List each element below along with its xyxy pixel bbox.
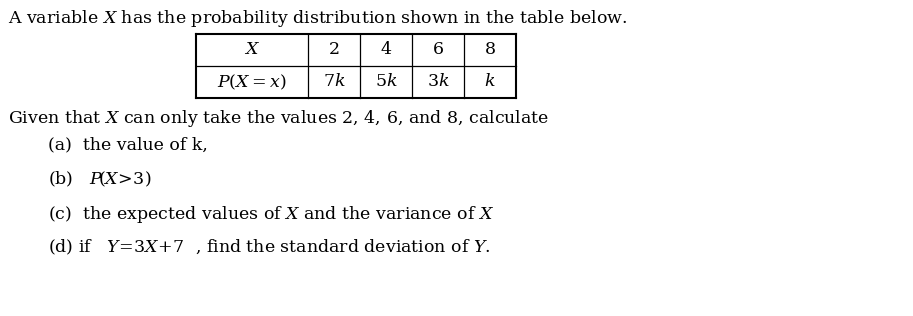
Text: 5$k$: 5$k$ [374, 74, 397, 90]
Text: (d) if   $Y\!=\!3X\!+\!7$  , find the standard deviation of $Y$.: (d) if $Y\!=\!3X\!+\!7$ , find the stand… [48, 238, 490, 257]
Text: 6: 6 [433, 41, 444, 58]
Text: 2: 2 [329, 41, 340, 58]
Text: (b)   $P\!\left(X\!>\!3\right)$: (b) $P\!\left(X\!>\!3\right)$ [48, 170, 152, 189]
Text: $P(X=x)$: $P(X=x)$ [217, 72, 287, 92]
Text: 4: 4 [381, 41, 392, 58]
Text: (a)  the value of k,: (a) the value of k, [48, 136, 208, 153]
Text: 3$k$: 3$k$ [426, 74, 449, 90]
Text: $k$: $k$ [484, 74, 496, 90]
Text: 8: 8 [485, 41, 496, 58]
Text: (c)  the expected values of $X$ and the variance of $X$: (c) the expected values of $X$ and the v… [48, 204, 494, 225]
Text: Given that $X$ can only take the values 2, 4, 6, and 8, calculate: Given that $X$ can only take the values … [8, 108, 550, 129]
Text: 7$k$: 7$k$ [322, 74, 345, 90]
Text: A variable $X$ has the probability distribution shown in the table below.: A variable $X$ has the probability distr… [8, 8, 627, 29]
Text: $X$: $X$ [244, 41, 260, 58]
